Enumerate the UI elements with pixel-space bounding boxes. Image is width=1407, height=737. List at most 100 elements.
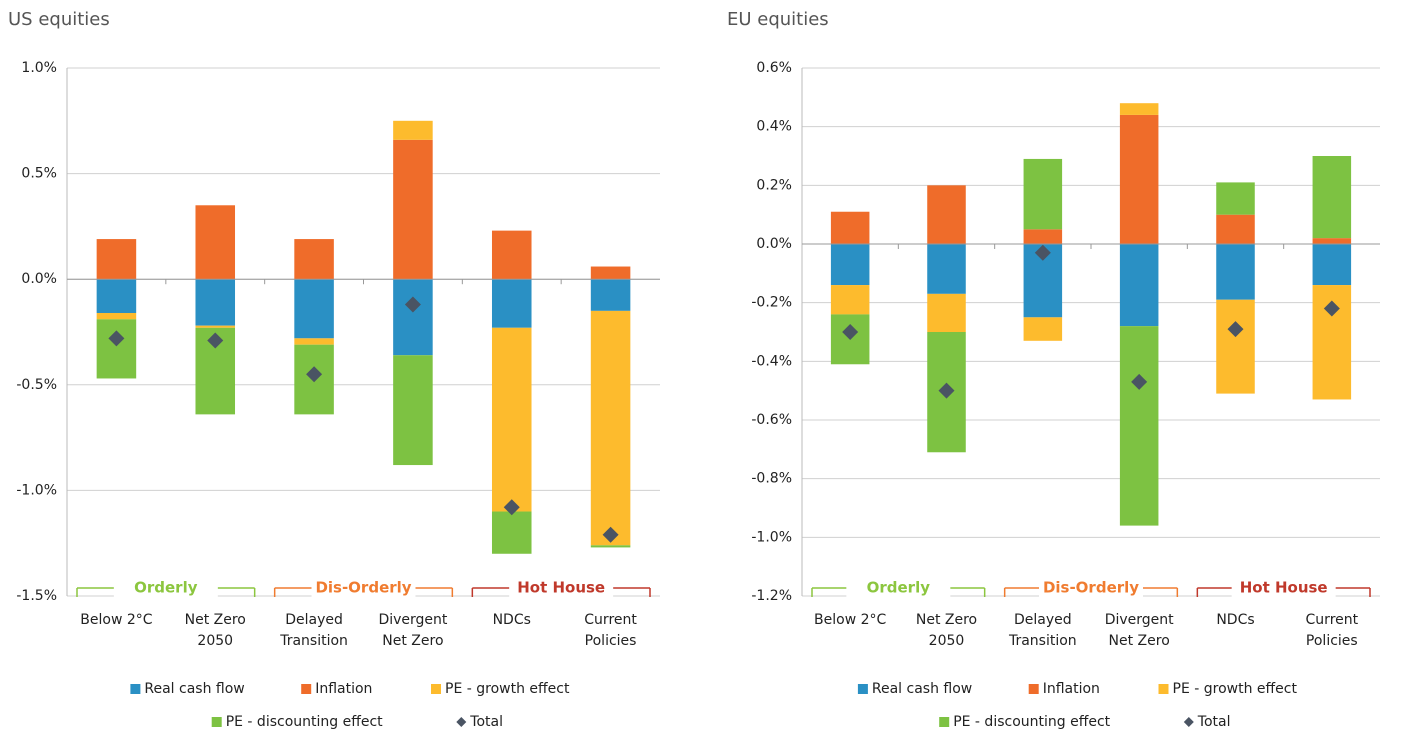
- bar-segment: [927, 293, 966, 332]
- bar-segment: [1312, 244, 1352, 286]
- group-label-bg: [311, 578, 416, 598]
- bar-segment: [96, 319, 137, 379]
- y-tick-label: -1.0%: [751, 529, 792, 545]
- bar-segment: [830, 285, 870, 315]
- bar-segment: [294, 279, 334, 339]
- total-marker: [938, 382, 955, 399]
- group-label-bg: [509, 578, 614, 598]
- x-tick-label: NDCs: [1216, 612, 1254, 628]
- x-tick-label: Delayed: [285, 612, 343, 628]
- legend-marker: [1183, 717, 1194, 727]
- bar-segment: [590, 545, 631, 548]
- y-tick-label: 0.0%: [756, 236, 792, 252]
- legend-label: Total: [1197, 714, 1231, 730]
- total-marker: [842, 324, 859, 340]
- y-tick-label: 0.6%: [756, 60, 792, 76]
- total-marker: [1323, 300, 1340, 317]
- group-label-bg: [113, 578, 218, 598]
- total-marker: [602, 526, 619, 543]
- bar-segment: [491, 230, 532, 280]
- x-tick-label: Current: [584, 612, 637, 628]
- total-marker: [108, 330, 125, 347]
- x-tick-label: Divergent: [378, 612, 447, 628]
- bar-segment: [1312, 156, 1352, 239]
- x-tick-label: Transition: [279, 633, 348, 649]
- total-marker: [1227, 321, 1244, 338]
- x-tick-label: Policies: [585, 633, 637, 649]
- x-tick-label: Divergent: [1105, 612, 1174, 628]
- bar-segment: [927, 244, 966, 294]
- x-tick-label: 2050: [929, 633, 965, 649]
- x-tick-label: Delayed: [1014, 612, 1072, 628]
- bar-segment: [590, 310, 631, 546]
- total-marker: [306, 366, 323, 383]
- group-label: Orderly: [867, 579, 931, 597]
- group-label-bg: [846, 578, 951, 598]
- x-tick-label: Net Zero: [382, 633, 443, 649]
- x-tick-label: Net Zero: [1109, 633, 1170, 649]
- legend-swatch: [1158, 684, 1169, 694]
- group-label-bg: [1039, 578, 1143, 598]
- bar-segment: [491, 511, 532, 554]
- x-tick-label: NDCs: [493, 612, 531, 628]
- y-tick-label: -1.2%: [751, 588, 792, 604]
- legend-label: Inflation: [1043, 681, 1100, 697]
- legend-label: Real cash flow: [872, 681, 972, 697]
- legend-swatch: [1028, 684, 1039, 694]
- chart-title: EU equities: [727, 9, 829, 30]
- legend-swatch: [857, 684, 868, 694]
- legend-label: PE - discounting effect: [226, 714, 383, 730]
- bar-segment: [393, 120, 433, 140]
- legend-label: Inflation: [315, 681, 372, 697]
- y-tick-label: -0.8%: [751, 471, 792, 487]
- x-tick-label: Transition: [1008, 633, 1077, 649]
- legend-swatch: [431, 684, 441, 694]
- group-label: Hot House: [517, 579, 605, 597]
- bar-segment: [590, 266, 631, 280]
- x-tick-label: Below 2°C: [814, 612, 886, 628]
- bar-segment: [195, 205, 236, 280]
- bar-segment: [96, 312, 137, 320]
- group-label: Dis-Orderly: [315, 579, 411, 597]
- legend-label: Real cash flow: [144, 681, 244, 697]
- bar-segment: [491, 327, 532, 512]
- bar-segment: [393, 279, 433, 356]
- y-tick-label: 0.4%: [756, 119, 792, 135]
- y-tick-label: -1.0%: [16, 482, 57, 498]
- bar-segment: [294, 338, 334, 345]
- legend-swatch: [211, 717, 222, 727]
- bar-segment: [491, 279, 532, 328]
- bar-segment: [195, 325, 236, 328]
- legend-label: PE - growth effect: [445, 681, 570, 697]
- y-tick-label: -0.4%: [751, 353, 792, 369]
- bar-segment: [1216, 244, 1255, 300]
- bar-segment: [1119, 114, 1159, 244]
- y-tick-label: -0.5%: [16, 377, 57, 393]
- total-marker: [1131, 373, 1148, 390]
- bar-segment: [1216, 299, 1255, 394]
- y-tick-label: 0.0%: [21, 271, 57, 287]
- bar-segment: [1216, 214, 1255, 244]
- bar-segment: [1023, 317, 1063, 341]
- legend-label: Total: [469, 714, 503, 730]
- x-tick-label: Current: [1306, 612, 1359, 628]
- total-marker: [207, 332, 224, 349]
- bar-segment: [96, 279, 137, 313]
- legend-marker: [456, 717, 467, 727]
- x-tick-label: Net Zero: [916, 612, 977, 628]
- bar-segment: [393, 139, 433, 280]
- bar-segment: [1216, 182, 1255, 215]
- x-tick-label: 2050: [197, 633, 233, 649]
- y-tick-label: -0.6%: [751, 412, 792, 428]
- bar-segment: [1023, 229, 1063, 244]
- bar-segment: [195, 279, 236, 326]
- legend-swatch: [939, 717, 950, 727]
- total-marker: [503, 499, 520, 516]
- legend-label: PE - discounting effect: [953, 714, 1110, 730]
- total-marker: [404, 296, 421, 313]
- x-tick-label: Net Zero: [185, 612, 246, 628]
- x-tick-label: Below 2°C: [80, 612, 152, 628]
- bar-segment: [590, 279, 631, 311]
- legend-swatch: [130, 684, 141, 694]
